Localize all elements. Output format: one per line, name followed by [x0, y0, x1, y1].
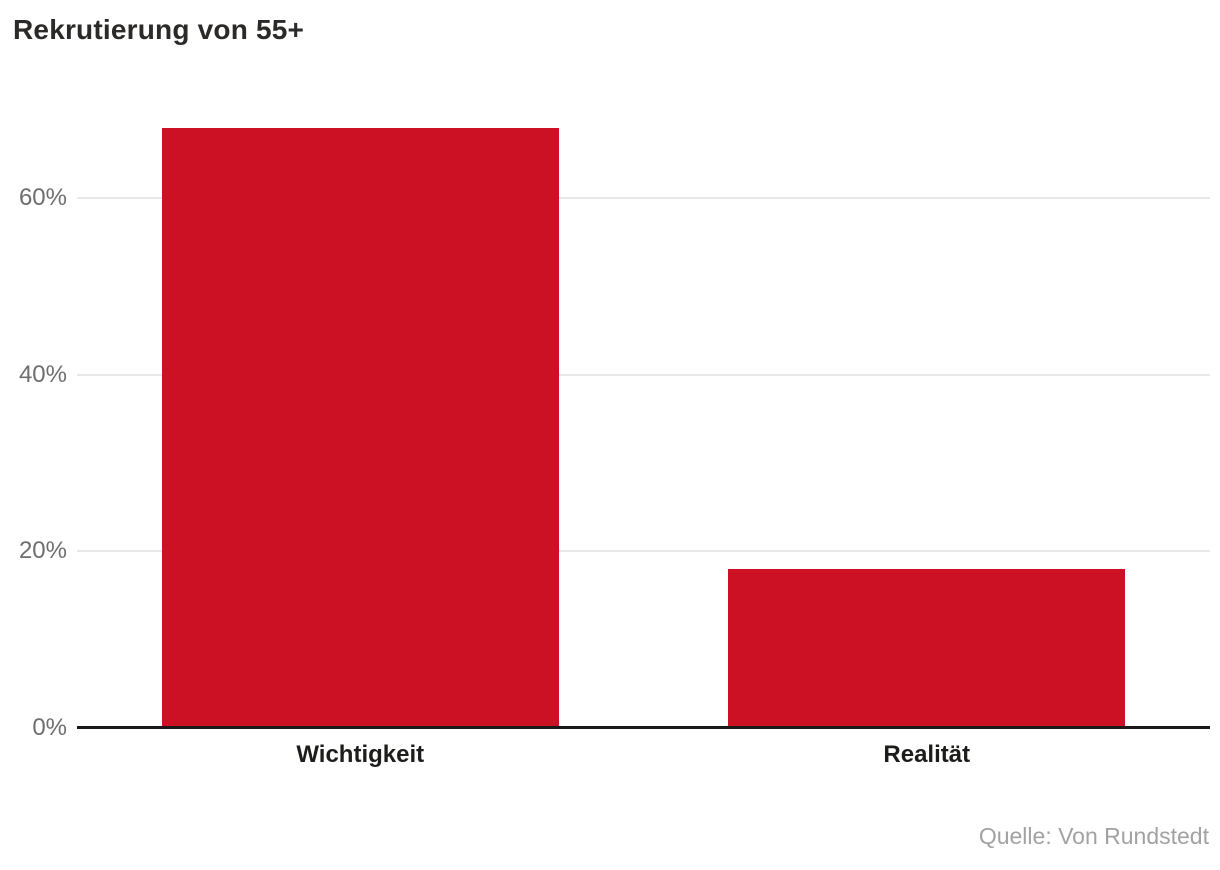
plot-area	[77, 110, 1210, 729]
y-tick-label-20: 20%	[18, 537, 67, 565]
x-axis-line	[77, 726, 1210, 729]
x-category-label-wichtigkeit: Wichtigkeit	[296, 741, 425, 768]
bar-realität	[728, 569, 1126, 728]
bar-wichtigkeit	[161, 127, 559, 728]
x-category-label-realität: Realität	[883, 741, 971, 768]
gridline-20	[77, 550, 1210, 553]
y-tick-label-60: 60%	[18, 184, 67, 212]
gridline-60	[77, 197, 1210, 200]
y-tick-label-0: 0%	[32, 714, 67, 741]
chart-title: Rekrutierung von 55+	[13, 14, 305, 45]
gridline-40	[77, 373, 1210, 376]
y-tick-label-40: 40%	[18, 360, 67, 388]
source-attribution: Quelle: Von Rundstedt	[978, 823, 1209, 849]
